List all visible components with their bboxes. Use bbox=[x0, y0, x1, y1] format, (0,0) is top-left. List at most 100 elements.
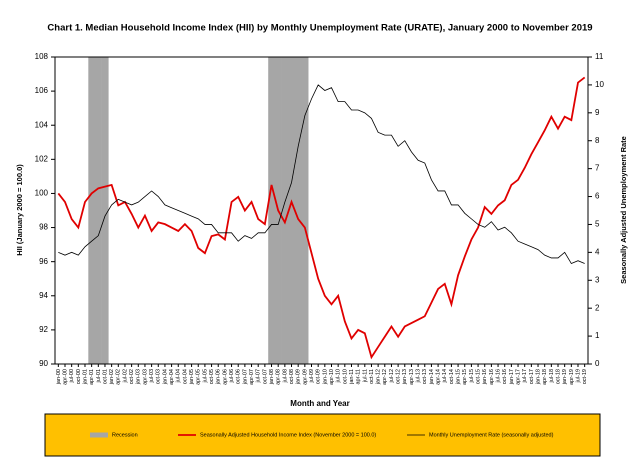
y-axis-title: HII (January 2000 = 100.0) bbox=[15, 164, 24, 256]
x-tick-label: jan-08 bbox=[269, 369, 275, 385]
y-tick-label: 90 bbox=[39, 359, 48, 368]
x-tick-label: oct-14 bbox=[449, 369, 455, 384]
y2-tick-label: 4 bbox=[595, 247, 600, 256]
recession-band bbox=[301, 57, 309, 364]
recession-band bbox=[268, 57, 276, 364]
x-tick-label: jan-18 bbox=[535, 369, 541, 385]
x-tick-label: jul-15 bbox=[469, 369, 475, 383]
x-tick-label: jul-07 bbox=[256, 369, 262, 383]
y-tick-label: 102 bbox=[35, 154, 49, 163]
x-tick-label: jul-06 bbox=[229, 369, 235, 383]
x-tick-label: apr-18 bbox=[542, 369, 548, 385]
x-tick-label: apr-10 bbox=[329, 369, 335, 385]
y-tick-label: 94 bbox=[39, 291, 48, 300]
x-tick-label: jul-04 bbox=[176, 369, 182, 383]
y-tick-label: 108 bbox=[35, 52, 49, 61]
y2-tick-label: 2 bbox=[595, 303, 600, 312]
recession-band bbox=[101, 57, 109, 364]
legend-swatch bbox=[90, 432, 108, 438]
x-tick-label: jan-05 bbox=[189, 369, 195, 385]
x-tick-label: jul-11 bbox=[362, 369, 368, 383]
x-tick-label: oct-04 bbox=[182, 369, 188, 384]
recession-band bbox=[288, 57, 296, 364]
x-tick-label: apr-03 bbox=[142, 369, 148, 385]
x-tick-label: apr-13 bbox=[409, 369, 415, 385]
legend bbox=[44, 413, 601, 457]
y-tick-label: 92 bbox=[39, 325, 48, 334]
y2-tick-label: 6 bbox=[595, 192, 600, 201]
x-tick-label: jan-04 bbox=[162, 369, 168, 385]
x-tick-label: oct-13 bbox=[422, 369, 428, 384]
x-tick-label: oct-18 bbox=[555, 369, 561, 384]
y2-tick-label: 1 bbox=[595, 331, 600, 340]
x-tick-label: jan-16 bbox=[482, 369, 488, 385]
x-tick-label: apr-09 bbox=[302, 369, 308, 385]
x-tick-label: oct-08 bbox=[289, 369, 295, 384]
y2-tick-label: 3 bbox=[595, 275, 600, 284]
y-tick-label: 96 bbox=[39, 257, 48, 266]
x-tick-label: oct-06 bbox=[236, 369, 242, 384]
x-tick-label: jan-15 bbox=[456, 369, 462, 385]
x-tick-label: apr-16 bbox=[489, 369, 495, 385]
x-tick-label: jan-19 bbox=[562, 369, 568, 385]
x-tick-label: jul-03 bbox=[149, 369, 155, 383]
x-tick-label: apr-04 bbox=[169, 369, 175, 385]
x-tick-label: oct-19 bbox=[582, 369, 588, 384]
x-tick-label: jan-06 bbox=[216, 369, 222, 385]
x-tick-label: jan-12 bbox=[376, 369, 382, 385]
x-tick-label: apr-19 bbox=[569, 369, 575, 385]
x-tick-label: jul-12 bbox=[389, 369, 395, 383]
x-tick-label: jul-17 bbox=[522, 369, 528, 383]
x-tick-label: jan-13 bbox=[402, 369, 408, 385]
x-tick-label: jul-00 bbox=[69, 369, 75, 383]
x-tick-label: apr-08 bbox=[276, 369, 282, 385]
legend-label: Seasonally Adjusted Household Income Ind… bbox=[200, 432, 376, 438]
x-tick-label: oct-01 bbox=[102, 369, 108, 384]
x-tick-label: jan-10 bbox=[322, 369, 328, 385]
x-tick-label: apr-15 bbox=[462, 369, 468, 385]
x-tick-label: jan-11 bbox=[349, 369, 355, 385]
y2-axis-title: Seasonally Adjusted Unemployment Rate bbox=[619, 136, 628, 284]
x-tick-label: oct-05 bbox=[209, 369, 215, 384]
series-line bbox=[57, 76, 586, 360]
x-tick-label: oct-16 bbox=[502, 369, 508, 384]
x-tick-label: jan-07 bbox=[242, 369, 248, 385]
x-tick-label: apr-17 bbox=[515, 369, 521, 385]
series-line bbox=[58, 84, 585, 265]
x-tick-label: jan-02 bbox=[109, 369, 115, 385]
y2-tick-label: 8 bbox=[595, 136, 600, 145]
x-tick-label: jul-09 bbox=[309, 369, 315, 383]
x-tick-label: oct-09 bbox=[316, 369, 322, 384]
x-tick-label: jul-18 bbox=[549, 369, 555, 383]
x-tick-label: oct-17 bbox=[529, 369, 535, 384]
x-tick-label: jan-00 bbox=[56, 369, 62, 385]
x-tick-label: apr-07 bbox=[249, 369, 255, 385]
x-tick-label: apr-05 bbox=[196, 369, 202, 385]
recession-band bbox=[281, 57, 289, 364]
y2-tick-label: 9 bbox=[595, 108, 600, 117]
x-tick-label: jul-19 bbox=[575, 369, 581, 383]
x-tick-label: oct-02 bbox=[129, 369, 135, 384]
x-tick-label: jul-01 bbox=[96, 369, 102, 383]
x-tick-label: oct-12 bbox=[396, 369, 402, 384]
x-tick-label: jul-05 bbox=[202, 369, 208, 383]
x-tick-label: jul-08 bbox=[282, 369, 288, 383]
legend-label: Recession bbox=[112, 432, 138, 438]
y-tick-label: 104 bbox=[35, 120, 49, 129]
y2-tick-label: 7 bbox=[595, 164, 600, 173]
y2-tick-label: 0 bbox=[595, 359, 600, 368]
plot-frame bbox=[54, 56, 589, 365]
x-tick-label: apr-14 bbox=[436, 369, 442, 385]
x-tick-label: jul-14 bbox=[442, 369, 448, 383]
x-tick-label: jan-09 bbox=[296, 369, 302, 385]
x-tick-label: oct-15 bbox=[476, 369, 482, 384]
x-tick-label: oct-07 bbox=[262, 369, 268, 384]
x-tick-label: apr-00 bbox=[62, 369, 68, 385]
y-tick-label: 100 bbox=[35, 189, 49, 198]
legend-label: Monthly Unemployment Rate (seasonally ad… bbox=[429, 432, 554, 438]
x-tick-label: jan-14 bbox=[429, 369, 435, 385]
recession-band bbox=[294, 57, 302, 364]
x-tick-label: jul-16 bbox=[496, 369, 502, 383]
x-tick-label: jul-02 bbox=[122, 369, 128, 383]
